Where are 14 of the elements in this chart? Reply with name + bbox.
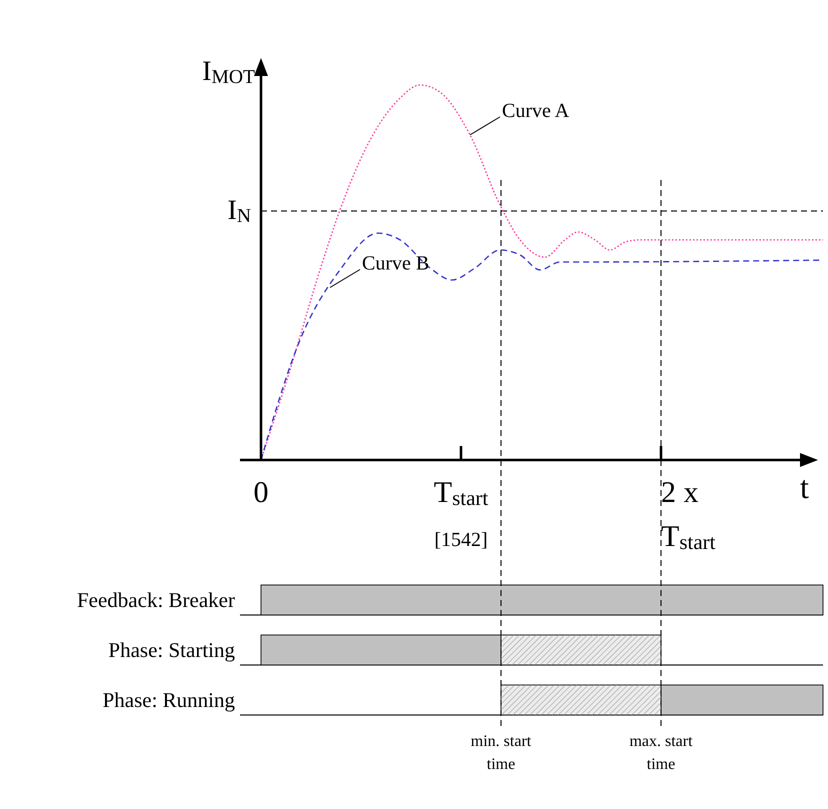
x-axis-title: t: [800, 469, 809, 505]
x-tick-label: 2 x T$_{start}$: [661, 476, 716, 554]
x-tick-label: 0: [254, 476, 268, 509]
annotation: Curve B: [362, 252, 430, 274]
y-axis-title: I$_{MOT}$: [202, 56, 256, 88]
annotation: Curve A: [502, 100, 570, 122]
y-tick-label: Phase: Starting: [108, 638, 236, 662]
ref-line-label: min. start time: [470, 733, 532, 773]
ref-line-label: max. start time: [629, 733, 694, 773]
text: [1542]: [434, 529, 488, 551]
y-tick-label: Phase: Running: [102, 688, 236, 712]
y-tick-label: Feedback: Breaker: [76, 588, 235, 612]
x-tick-label: T$_{start}$: [434, 476, 488, 510]
ref-line-label: I$_{N}$: [228, 195, 251, 227]
